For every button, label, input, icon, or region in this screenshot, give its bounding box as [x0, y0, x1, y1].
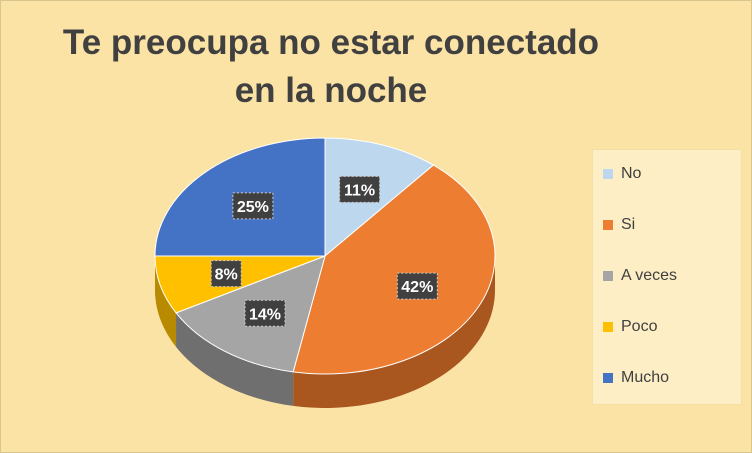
pie-slice-si	[292, 164, 496, 375]
chart-title: Te preocupa no estar conectado en la noc…	[62, 23, 600, 110]
legend-label: Si	[621, 216, 636, 233]
legend-item-no: No	[603, 163, 641, 185]
legend-label: Mucho	[621, 369, 670, 386]
legend-swatch	[603, 169, 613, 179]
pie-side-poco	[155, 256, 177, 347]
data-label-poco: 8%	[210, 260, 242, 288]
legend-label: A veces	[621, 267, 678, 284]
legend-swatch	[603, 271, 613, 281]
svg-text:14%: 14%	[249, 306, 281, 323]
data-label-si: 42%	[396, 272, 438, 300]
legend-swatch	[603, 373, 613, 383]
data-label-no: 11%	[339, 175, 381, 203]
legend-swatch	[603, 322, 613, 332]
data-label-mucho: 25%	[232, 192, 274, 220]
legend-swatch	[603, 220, 613, 230]
data-label-a-veces: 14%	[244, 299, 286, 327]
pie-side-a-veces	[176, 312, 294, 406]
svg-text:8%: 8%	[215, 267, 238, 284]
legend-item-si: Si	[603, 214, 635, 236]
legend-label: Poco	[621, 318, 658, 335]
svg-text:25%: 25%	[237, 199, 269, 216]
legend-item-poco: Poco	[603, 316, 657, 338]
svg-text:42%: 42%	[401, 279, 433, 296]
legend-label: No	[621, 165, 642, 182]
pie-side-si	[293, 256, 495, 408]
legend: No Si A veces Poco Mucho	[592, 149, 742, 405]
svg-text:11%: 11%	[344, 182, 375, 199]
legend-item-a-veces: A veces	[603, 265, 677, 287]
legend-item-mucho: Mucho	[603, 367, 669, 389]
